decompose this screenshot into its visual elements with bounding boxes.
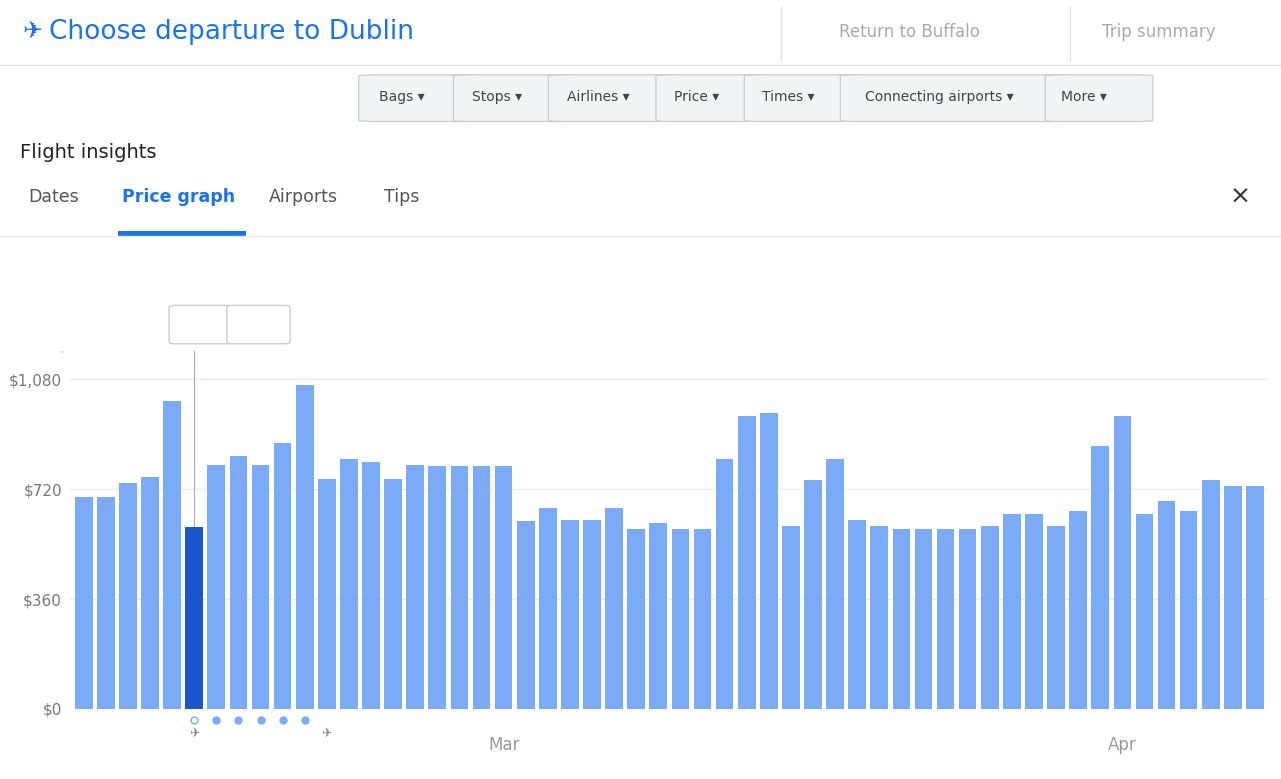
Bar xyxy=(628,529,646,709)
FancyBboxPatch shape xyxy=(1045,75,1153,122)
Text: ✈: ✈ xyxy=(322,728,332,740)
Bar xyxy=(649,523,667,709)
Bar xyxy=(848,520,866,709)
Text: Trip summary: Trip summary xyxy=(1102,23,1216,41)
Bar xyxy=(1223,486,1241,709)
FancyBboxPatch shape xyxy=(10,235,316,353)
Bar xyxy=(915,529,933,709)
Bar xyxy=(1202,480,1220,709)
Text: Wed, Feb 13–Mon, Feb 18: Wed, Feb 13–Mon, Feb 18 xyxy=(42,252,247,268)
Bar xyxy=(870,526,888,709)
Bar xyxy=(1003,513,1021,709)
FancyBboxPatch shape xyxy=(169,305,233,344)
Bar xyxy=(1158,502,1176,709)
Bar xyxy=(494,467,512,709)
Bar xyxy=(539,508,557,709)
Bar xyxy=(229,456,247,709)
FancyBboxPatch shape xyxy=(548,75,679,122)
Text: From: From xyxy=(42,279,87,294)
Bar xyxy=(516,521,534,709)
FancyBboxPatch shape xyxy=(840,75,1068,122)
Text: −: − xyxy=(191,313,210,333)
Text: Bags ▾: Bags ▾ xyxy=(379,90,425,104)
Bar xyxy=(1025,513,1043,709)
Text: Apr: Apr xyxy=(1108,736,1136,754)
Bar xyxy=(760,413,778,709)
FancyBboxPatch shape xyxy=(656,75,767,122)
FancyBboxPatch shape xyxy=(359,75,477,122)
Bar xyxy=(428,467,446,709)
Bar xyxy=(936,529,954,709)
FancyBboxPatch shape xyxy=(227,305,290,344)
Bar xyxy=(693,529,711,709)
Bar xyxy=(451,467,469,709)
Text: Choose departure to Dublin: Choose departure to Dublin xyxy=(49,19,414,44)
Text: Times ▾: Times ▾ xyxy=(762,90,815,104)
Bar xyxy=(826,459,844,709)
Bar xyxy=(605,508,623,709)
Text: $595: $595 xyxy=(88,277,138,295)
Text: Tips: Tips xyxy=(384,188,420,206)
FancyBboxPatch shape xyxy=(744,75,863,122)
Bar xyxy=(716,459,734,709)
Text: Airports: Airports xyxy=(269,188,338,206)
Text: ×: × xyxy=(1230,185,1250,209)
Text: Price ▾: Price ▾ xyxy=(674,90,719,104)
Bar xyxy=(406,465,424,709)
Bar xyxy=(958,529,976,709)
Text: 5-day trip: 5-day trip xyxy=(42,316,120,331)
Bar xyxy=(738,416,756,709)
Bar xyxy=(781,526,799,709)
Bar xyxy=(561,520,579,709)
Bar xyxy=(339,459,357,709)
Bar xyxy=(1135,513,1153,709)
Bar xyxy=(186,527,204,709)
Bar xyxy=(1113,416,1131,709)
Text: ✈: ✈ xyxy=(190,728,200,740)
Text: Stops ▾: Stops ▾ xyxy=(471,90,523,104)
Bar xyxy=(119,483,137,709)
Bar xyxy=(141,477,159,709)
Text: Connecting airports ▾: Connecting airports ▾ xyxy=(865,90,1013,104)
Text: Dates: Dates xyxy=(28,188,79,206)
Text: Mar: Mar xyxy=(488,736,519,754)
Bar xyxy=(118,231,246,236)
Bar xyxy=(1047,526,1065,709)
Bar xyxy=(804,480,822,709)
Bar xyxy=(296,386,314,709)
Text: Price graph: Price graph xyxy=(122,188,234,206)
Bar xyxy=(981,526,999,709)
Bar xyxy=(318,478,336,709)
Bar xyxy=(583,520,601,709)
Bar xyxy=(163,400,181,709)
Bar xyxy=(1246,486,1264,709)
Bar xyxy=(893,529,911,709)
Bar xyxy=(671,529,689,709)
Text: More ▾: More ▾ xyxy=(1061,90,1107,104)
Text: Airlines ▾: Airlines ▾ xyxy=(567,90,629,104)
Bar xyxy=(1180,510,1198,709)
Bar xyxy=(384,478,402,709)
Bar xyxy=(1091,446,1109,709)
Bar xyxy=(251,465,269,709)
Bar xyxy=(274,443,292,709)
Bar xyxy=(97,497,115,709)
FancyBboxPatch shape xyxy=(453,75,571,122)
Bar xyxy=(74,497,92,709)
Bar xyxy=(363,462,380,709)
Bar xyxy=(473,467,491,709)
Text: +: + xyxy=(249,313,268,333)
Text: Flight insights: Flight insights xyxy=(20,143,158,162)
Bar xyxy=(1070,510,1088,709)
Bar xyxy=(208,465,225,709)
Text: ✈: ✈ xyxy=(23,19,42,44)
Text: Return to Buffalo: Return to Buffalo xyxy=(839,23,980,41)
